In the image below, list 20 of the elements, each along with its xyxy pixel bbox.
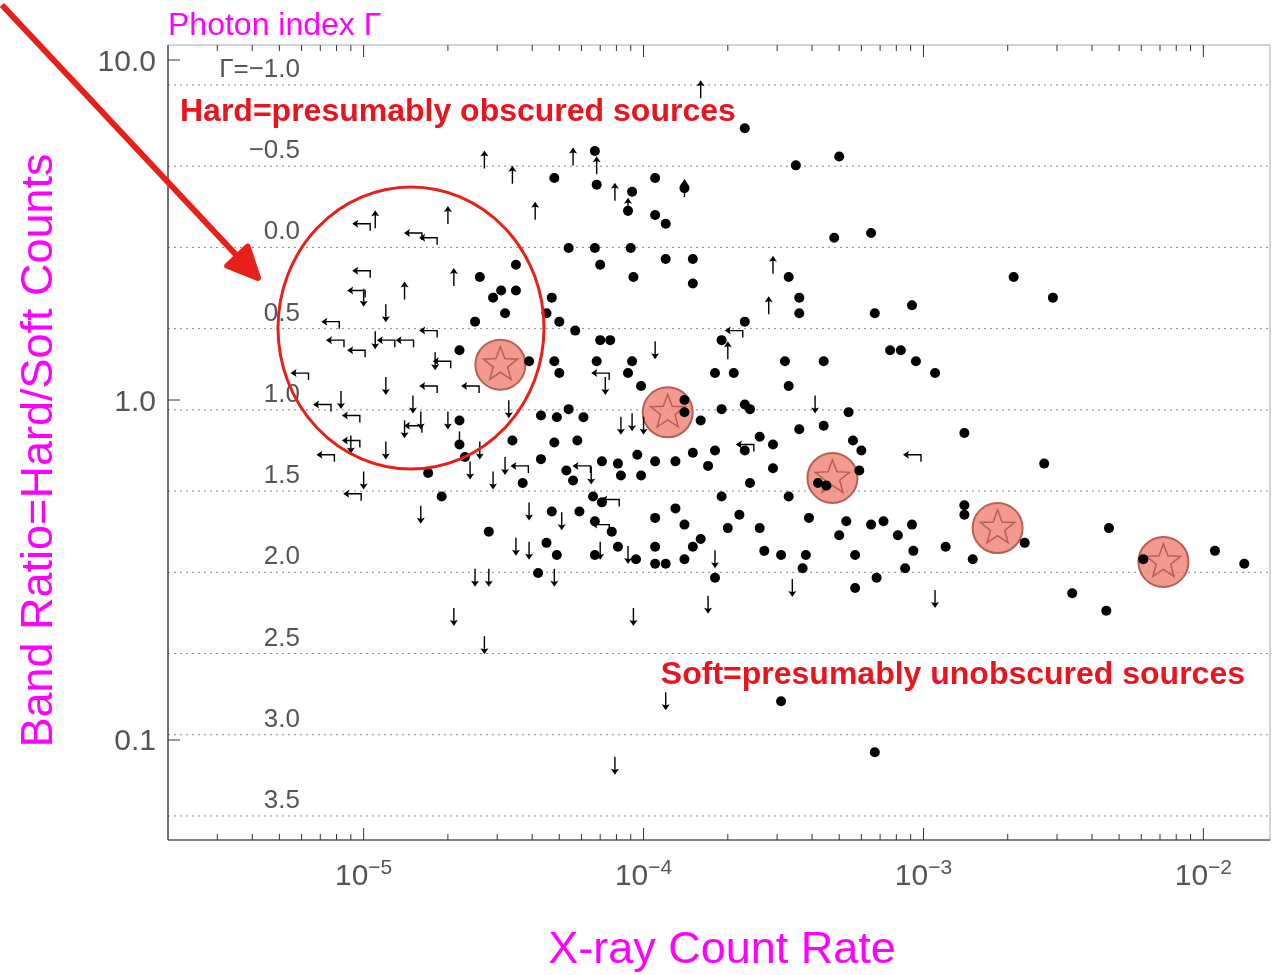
y2-tick-label: 1.5: [263, 459, 300, 490]
y2-tick-label: 2.5: [263, 621, 300, 652]
x-tick-label: 10$^{−3}$: [894, 854, 953, 891]
annotation: Soft=presumably unobscured sources: [660, 655, 1245, 692]
x-tick-label: 10$^{−4}$: [614, 854, 673, 891]
annotation: Hard=presumably obscured sources: [180, 92, 736, 129]
y2-tick-label: 0.0: [263, 215, 300, 246]
y2-tick-label: 3.5: [263, 783, 300, 814]
x-axis-title: X-ray Count Rate: [548, 922, 896, 973]
y2-axis-title: Photon index Γ: [168, 6, 382, 43]
x-tick-label: 10$^{−5}$: [334, 854, 393, 891]
y-axis-title: Band Ratio=Hard/Soft Counts: [11, 153, 62, 748]
y-tick-label: 0.1: [114, 723, 156, 757]
x-tick-label: 10$^{−2}$: [1174, 854, 1233, 891]
y-tick-label: 10.0: [97, 43, 156, 77]
y2-tick-label: 3.0: [263, 702, 300, 733]
y2-tick-label: Γ=−1.0: [219, 52, 300, 83]
y2-tick-label: −0.5: [248, 134, 300, 165]
y2-tick-label: 2.0: [263, 540, 300, 571]
y-tick-label: 1.0: [114, 383, 156, 417]
